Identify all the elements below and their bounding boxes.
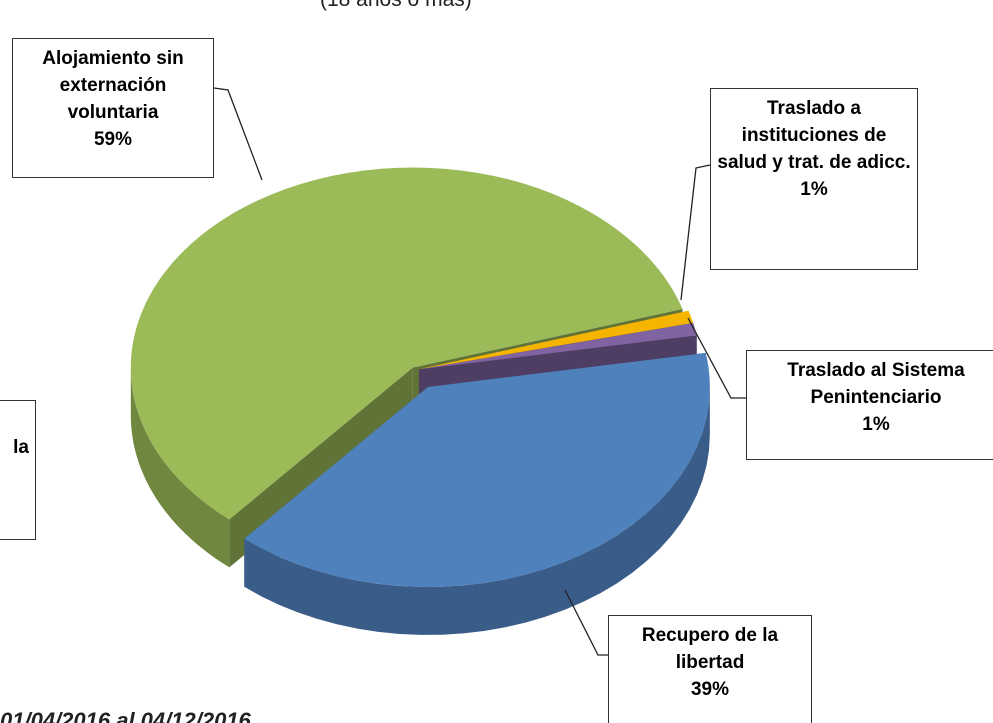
label-name: Recupero de la libertad [641,625,779,673]
slice [418,310,694,370]
pie [130,167,710,635]
slice-side [244,386,710,635]
data-label: Alojamiento sin externación voluntaria 59… [12,38,214,178]
label-name: Traslado a instituciones de salud y trat… [717,98,911,173]
leader-line [213,87,263,181]
data-label: Recupero de la libertad 39% [608,615,812,723]
label-value: 59% [93,129,133,150]
slice [130,167,683,520]
label-value: 39% [690,679,730,700]
slice [244,352,710,587]
slice [418,323,697,370]
leader-line [564,589,608,656]
leader-line [680,164,711,301]
data-label: Traslado a instituciones de salud y trat… [710,88,918,270]
label-value: 1% [862,414,890,435]
label-name: Traslado al Sistema Penintenciario [787,360,965,408]
footnote: 01/04/2016 al 04/12/2016 [0,708,251,723]
data-label: Traslado al Sistema Penintenciario 1% [746,350,993,460]
label-value: 1% [800,179,828,200]
label-name: Alojamiento sin externación voluntaria [42,48,184,123]
leader-line [687,317,746,399]
annotation: la [0,400,36,540]
subtitle: (18 años o más) [320,0,472,12]
slice-side [130,367,230,568]
